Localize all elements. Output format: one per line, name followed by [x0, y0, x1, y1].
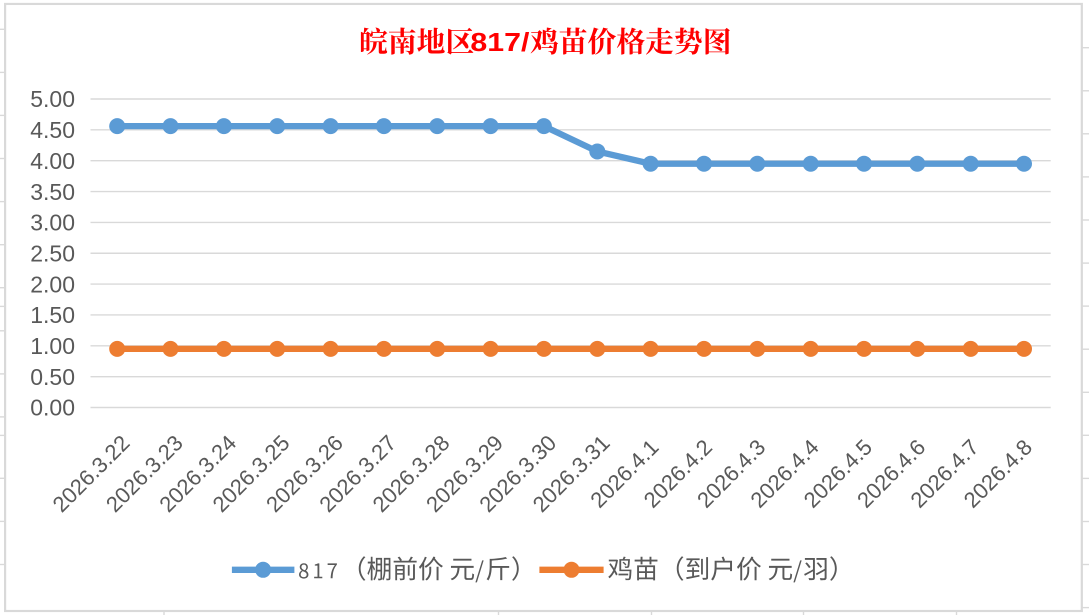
svg-text:1.00: 1.00 — [30, 333, 75, 359]
svg-text:3.00: 3.00 — [30, 210, 75, 236]
svg-text:0.00: 0.00 — [30, 395, 75, 421]
svg-text:4.50: 4.50 — [30, 117, 75, 143]
svg-text:4.00: 4.00 — [30, 148, 75, 174]
svg-text:5.00: 5.00 — [30, 86, 75, 112]
svg-text:0.50: 0.50 — [30, 364, 75, 390]
svg-text:817/: 817/ — [470, 29, 529, 57]
svg-text:2.00: 2.00 — [30, 271, 75, 297]
svg-text:3.50: 3.50 — [30, 179, 75, 205]
svg-text:2.50: 2.50 — [30, 240, 75, 266]
svg-text:1.50: 1.50 — [30, 302, 75, 328]
